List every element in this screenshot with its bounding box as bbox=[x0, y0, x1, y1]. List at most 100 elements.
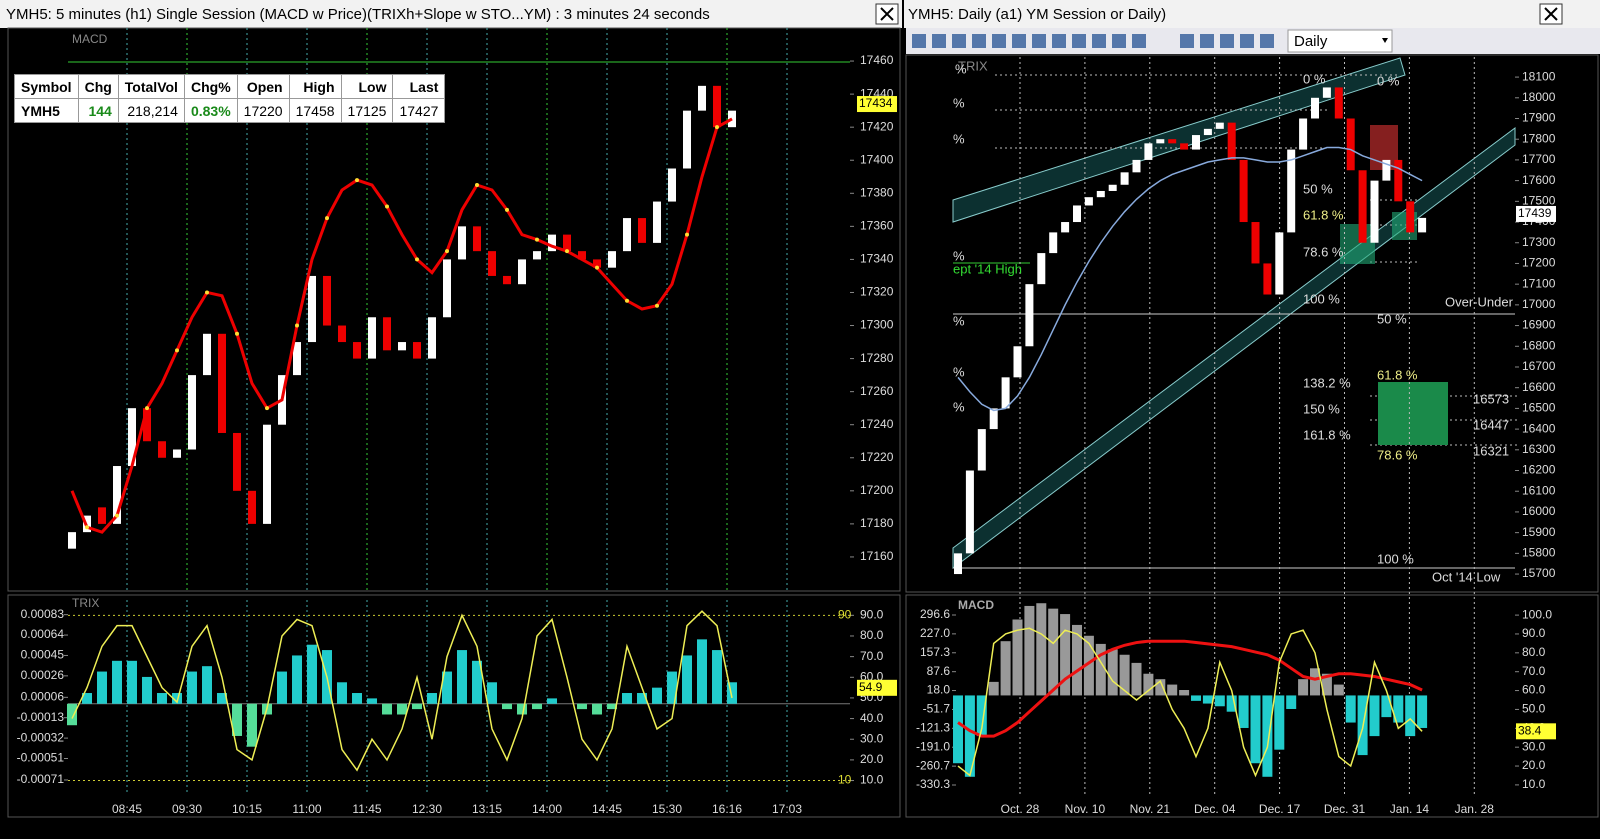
candle bbox=[1073, 205, 1081, 223]
x-tick-label: 13:15 bbox=[472, 802, 502, 816]
histogram-bar bbox=[502, 703, 512, 710]
y-tick-label: 10.0 bbox=[1522, 777, 1546, 791]
candle bbox=[263, 424, 271, 524]
table-cell: Chg% bbox=[183, 74, 238, 99]
candle bbox=[623, 218, 631, 252]
x-tick-label: 08:45 bbox=[112, 802, 142, 816]
candle bbox=[68, 532, 76, 549]
value-label: 17434 bbox=[859, 96, 893, 110]
y-tick-label: 17400 bbox=[860, 152, 894, 166]
y-tick-label: 100.0 bbox=[1522, 607, 1552, 621]
histogram-bar bbox=[157, 693, 167, 704]
trix-dot bbox=[145, 406, 149, 411]
candle bbox=[548, 234, 556, 252]
y-tick-label: 16000 bbox=[1522, 504, 1556, 518]
x-tick-label: Jan. 14 bbox=[1390, 802, 1430, 816]
histogram-bar bbox=[1119, 654, 1130, 696]
table-cell: Symbol bbox=[14, 74, 79, 99]
candle bbox=[503, 275, 511, 285]
chart-annotation: 78.6 % bbox=[1377, 447, 1418, 462]
x-tick-label: Dec. 17 bbox=[1259, 802, 1301, 816]
histogram-bar bbox=[472, 660, 482, 704]
close-button[interactable] bbox=[875, 3, 899, 25]
value-label: 17439 bbox=[1518, 206, 1552, 220]
histogram-bar bbox=[1107, 649, 1118, 696]
chart-annotation: 0 % bbox=[1303, 71, 1326, 86]
candle bbox=[1061, 222, 1070, 233]
x-tick-label: 14:00 bbox=[532, 802, 562, 816]
histogram-bar bbox=[1155, 679, 1166, 696]
y-tick-label: 15800 bbox=[1522, 546, 1556, 560]
candle bbox=[713, 85, 721, 128]
y-tick-label: 18100 bbox=[1522, 69, 1556, 83]
y-tick-label: 17800 bbox=[1522, 131, 1556, 145]
candle bbox=[173, 449, 181, 458]
candle bbox=[398, 342, 406, 351]
histogram-bar bbox=[1262, 695, 1273, 777]
histogram-bar bbox=[217, 693, 227, 704]
table-cell: 144 bbox=[77, 98, 119, 123]
histogram-bar bbox=[1321, 673, 1332, 696]
histogram-bar bbox=[1167, 684, 1178, 696]
panel-label: MACD bbox=[72, 32, 108, 46]
candle bbox=[1132, 159, 1141, 173]
candle bbox=[188, 375, 196, 450]
candle bbox=[954, 553, 962, 575]
y-tick-label: -260.7 bbox=[916, 758, 950, 772]
histogram-bar bbox=[1417, 695, 1428, 728]
panel-label: TRIX bbox=[72, 596, 99, 610]
candle bbox=[965, 470, 974, 554]
histogram-bar bbox=[187, 671, 197, 704]
value-label: 54.9 bbox=[859, 680, 883, 694]
chart-annotation: % bbox=[953, 313, 965, 328]
candle bbox=[458, 226, 466, 260]
trix-dot bbox=[655, 303, 659, 308]
histogram-bar bbox=[412, 703, 422, 710]
y-tick-label: 18.0 bbox=[927, 683, 951, 697]
x-tick-label: 11:00 bbox=[292, 802, 321, 816]
histogram-bar bbox=[667, 671, 677, 704]
candle bbox=[128, 408, 136, 467]
interval-dropdown[interactable] bbox=[1287, 29, 1393, 53]
histogram-bar bbox=[607, 703, 617, 710]
panel-label: MACD bbox=[958, 598, 994, 612]
table-row: Symbol Chg TotalVol Chg% Open High Low Last bbox=[14, 74, 446, 99]
candle bbox=[413, 342, 421, 359]
y-tick-label: -121.3 bbox=[916, 720, 950, 734]
histogram-bar bbox=[1345, 695, 1356, 723]
chart-annotation: 138.2 % bbox=[1303, 375, 1351, 390]
candle bbox=[1156, 139, 1165, 144]
table-cell: 17427 bbox=[392, 98, 446, 123]
trix-dot bbox=[565, 249, 569, 254]
histogram-bar bbox=[142, 676, 152, 704]
chart-annotation: 0 % bbox=[1377, 73, 1400, 88]
candle bbox=[143, 408, 151, 442]
histogram-bar bbox=[457, 650, 467, 704]
toolbar-icons[interactable] bbox=[912, 34, 1274, 48]
histogram-bar bbox=[577, 703, 587, 710]
close-button[interactable] bbox=[1539, 3, 1563, 25]
histogram-bar bbox=[988, 681, 999, 696]
value-label: 38.4 bbox=[1518, 723, 1542, 737]
chart-annotation: 78.6 % bbox=[1303, 244, 1344, 259]
histogram-bar bbox=[697, 639, 707, 704]
chart-annotation: % bbox=[953, 131, 965, 146]
histogram-bar bbox=[427, 693, 437, 704]
chart-annotation: % bbox=[953, 364, 965, 379]
candle bbox=[518, 259, 526, 285]
x-tick-label: Dec. 31 bbox=[1324, 802, 1366, 816]
quote-table[interactable]: Symbol Chg TotalVol Chg% Open High Low Last YMH5… bbox=[14, 74, 446, 123]
candle bbox=[1239, 159, 1248, 223]
x-tick-label: 14:45 bbox=[592, 802, 622, 816]
y-tick-label: 90.0 bbox=[1522, 626, 1546, 640]
candle bbox=[1013, 346, 1022, 378]
candle bbox=[1037, 253, 1046, 285]
histogram-bar bbox=[292, 655, 302, 704]
x-tick-label: 12:30 bbox=[412, 802, 442, 816]
candle bbox=[473, 226, 481, 252]
candle bbox=[248, 490, 256, 524]
histogram-bar bbox=[127, 660, 137, 704]
trix-dot bbox=[175, 348, 179, 353]
candle bbox=[383, 317, 391, 351]
